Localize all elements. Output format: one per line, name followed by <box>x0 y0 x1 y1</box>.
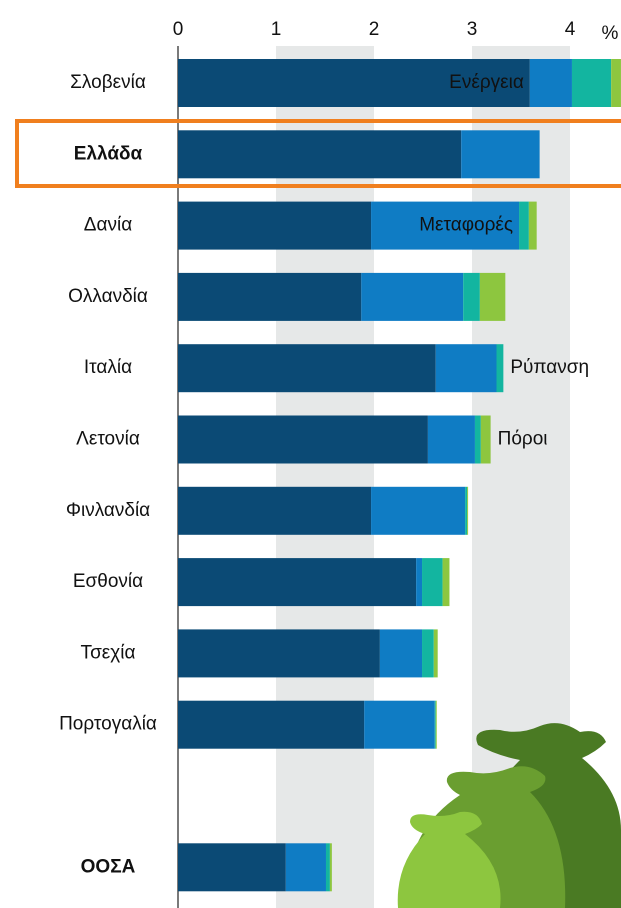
bar-segment <box>178 629 380 678</box>
bar-segment <box>479 272 506 321</box>
y-tick-label: Σλοβενία <box>70 72 146 93</box>
bar-segment <box>285 843 326 892</box>
y-tick-label: Λετονία <box>76 429 140 450</box>
x-tick-label: 2 <box>369 19 380 40</box>
bar-segment <box>178 558 417 607</box>
y-tick-label: ΟΟΣΑ <box>81 856 136 877</box>
bar-segment <box>379 629 423 678</box>
x-tick-label: 1 <box>271 19 282 40</box>
bar-segment <box>463 272 480 321</box>
bar-segment <box>571 59 612 107</box>
bar-segment <box>427 415 475 464</box>
bar-segment <box>435 344 497 393</box>
bar-segment <box>178 59 530 107</box>
bands <box>177 46 570 908</box>
bar-segment <box>416 558 423 607</box>
y-tick-label: Ολλανδία <box>68 286 148 307</box>
x-tick-label: 4 <box>565 19 576 40</box>
bar-segment <box>467 486 469 535</box>
bar-segment <box>433 629 438 678</box>
series-label: Ενέργεια <box>449 72 524 93</box>
y-tick-label: Τσεχία <box>81 642 136 663</box>
bar-segment <box>178 272 362 321</box>
y-tick-label: Ελλάδα <box>74 143 143 164</box>
bar-segment <box>178 201 372 250</box>
x-tick-label: 3 <box>467 19 478 40</box>
series-label: Ρύπανση <box>510 357 589 378</box>
x-tick-label: 0 <box>173 19 184 40</box>
highlight-box <box>15 119 621 188</box>
bar-segment <box>480 415 491 464</box>
bar-segment <box>461 130 540 179</box>
y-tick-label: Δανία <box>84 215 132 236</box>
x-axis-label: % <box>602 23 619 44</box>
bag-light <box>397 811 501 908</box>
marks <box>178 59 621 892</box>
y-tick-label: Πορτογαλία <box>59 714 157 735</box>
series-label: Πόροι <box>498 429 548 450</box>
bar-segment <box>329 843 332 892</box>
bar-segment <box>496 344 504 393</box>
bar-segment <box>178 700 365 749</box>
bar-segment <box>435 700 437 749</box>
bar-segment <box>364 700 435 749</box>
y-tick-label: Εσθονία <box>73 571 143 592</box>
bar-segment <box>178 344 436 393</box>
y-tick-label: Φινλανδία <box>66 500 150 521</box>
bar-segment <box>361 272 464 321</box>
bar-segment <box>178 130 462 179</box>
series-label: Μεταφορές <box>419 215 513 236</box>
bar-segment <box>371 201 520 250</box>
bar-segment <box>465 486 468 535</box>
bar-segment <box>422 558 443 607</box>
bar-segment <box>178 843 286 892</box>
bar-segment <box>442 558 450 607</box>
bar-segment <box>178 486 372 535</box>
bar-segment <box>519 201 529 250</box>
bar-segment <box>434 700 436 749</box>
bar-segment <box>611 59 621 107</box>
money-bags <box>397 723 621 908</box>
y-tick-label: Ιταλία <box>84 357 132 378</box>
bar-segment <box>529 59 572 107</box>
bar-segment <box>371 486 466 535</box>
bar-segment <box>178 415 428 464</box>
grid-band <box>276 46 374 908</box>
bar-segment <box>422 629 434 678</box>
bar-segment <box>325 843 330 892</box>
bar-segment <box>474 415 481 464</box>
bar-segment <box>528 201 537 250</box>
